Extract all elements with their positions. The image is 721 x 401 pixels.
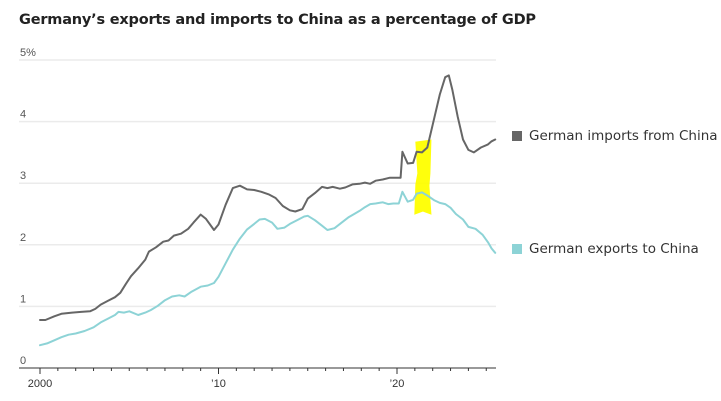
y-tick-label: 5% <box>20 47 36 59</box>
series-line-exports <box>39 190 497 347</box>
x-tick-label: ’10 <box>211 378 226 390</box>
y-tick-label: 3 <box>20 170 26 182</box>
legend-swatch-imports <box>512 131 522 141</box>
legend-item-imports: German imports from China <box>512 128 718 144</box>
legend-label-imports: German imports from China <box>529 128 718 144</box>
y-tick-label: 4 <box>20 109 26 121</box>
x-tick-label: ’20 <box>390 378 405 390</box>
legend-swatch-exports <box>512 244 522 254</box>
chart-title: Germany’s exports and imports to China a… <box>19 12 536 28</box>
legend-label-exports: German exports to China <box>529 241 699 257</box>
x-axis: 2000 ’10 ’20 <box>19 367 496 390</box>
x-tick-label: 2000 <box>28 378 52 390</box>
y-tick-label: 2 <box>20 232 26 244</box>
legend-item-exports: German exports to China <box>512 241 699 257</box>
y-tick-label: 0 <box>20 355 26 367</box>
y-axis-ticks: 0 1 2 3 4 5% <box>20 47 36 367</box>
series-lines <box>39 74 497 347</box>
series-line-imports <box>39 74 497 321</box>
y-tick-label: 1 <box>20 293 26 305</box>
